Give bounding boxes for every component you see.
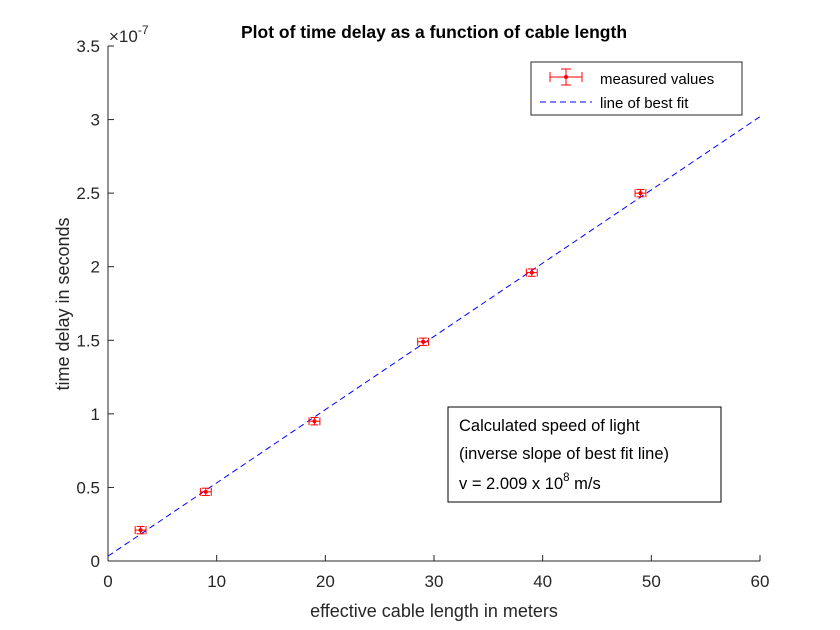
y-tick-label: 3 xyxy=(91,111,100,130)
y-axis-exponent: ×10-7 xyxy=(109,23,149,46)
data-point xyxy=(634,188,647,198)
x-tick-label: 10 xyxy=(207,572,226,591)
x-axis-label: effective cable length in meters xyxy=(310,601,558,621)
data-point-marker xyxy=(203,489,208,494)
x-tick-label: 50 xyxy=(642,572,661,591)
data-point xyxy=(525,268,538,277)
y-axis-exponent-power: -7 xyxy=(138,23,149,37)
data-point xyxy=(134,525,147,535)
annotation-frame xyxy=(447,406,722,503)
data-point-marker xyxy=(138,528,143,533)
x-tick-label: 20 xyxy=(316,572,335,591)
x-tick-label: 60 xyxy=(751,572,770,591)
y-tick-label: 3.5 xyxy=(76,37,100,56)
legend-errorbar-icon xyxy=(549,68,583,86)
y-axis-label: time delay in seconds xyxy=(53,217,73,390)
y-tick-label: 0 xyxy=(91,552,100,571)
annotation-line-1: Calculated speed of light xyxy=(459,417,640,435)
best-fit-line xyxy=(107,116,761,557)
annotation-speed-prefix: v = 2.009 x 10 xyxy=(459,475,563,493)
y-tick-label: 2 xyxy=(91,258,100,277)
legend: measured values line of best fit xyxy=(530,61,743,116)
y-tick-label: 0.5 xyxy=(76,478,100,497)
y-tick-label: 1.5 xyxy=(76,331,100,350)
x-tick-label: 30 xyxy=(425,572,444,591)
plot-data xyxy=(107,116,761,557)
x-tick-label: 0 xyxy=(103,572,112,591)
data-point xyxy=(199,487,212,497)
data-point-marker xyxy=(312,419,317,424)
data-point xyxy=(308,417,321,426)
data-point xyxy=(417,337,430,346)
annotation-speed-power: 8 xyxy=(563,472,569,484)
data-point-marker xyxy=(638,191,643,196)
data-point-marker xyxy=(421,339,426,344)
annotation-line-2: (inverse slope of best fit line) xyxy=(459,445,669,463)
annotation-box: Calculated speed of light (inverse slope… xyxy=(447,406,722,503)
x-tick-label: 40 xyxy=(533,572,552,591)
annotation-line-3: v = 2.009 x 108 m/s xyxy=(459,472,601,493)
chart-title: Plot of time delay as a function of cabl… xyxy=(241,22,627,42)
y-tick-label: 2.5 xyxy=(76,184,100,203)
legend-label-measured: measured values xyxy=(600,71,714,88)
y-tick-label: 1 xyxy=(91,405,100,424)
y-axis-exponent-base: ×10 xyxy=(109,27,138,46)
data-point-marker xyxy=(529,270,534,275)
annotation-speed-suffix: m/s xyxy=(570,475,601,493)
axes: 0 10 20 30 40 50 60 0 0.5 1 1.5 2 2.5 3 3.5 xyxy=(76,37,769,591)
legend-label-best-fit: line of best fit xyxy=(600,95,689,112)
